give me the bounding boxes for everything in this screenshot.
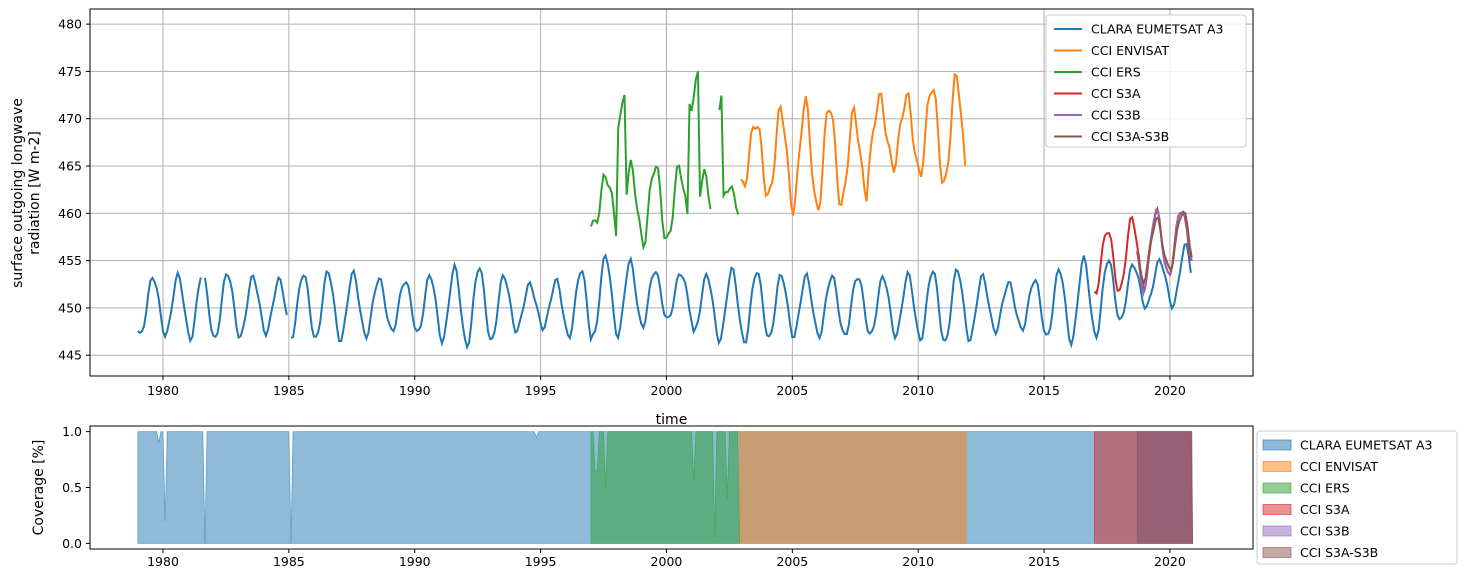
y-tick-label: 455 <box>58 253 82 268</box>
legend-swatch <box>1262 461 1292 472</box>
y-tick-label: 465 <box>58 159 82 174</box>
top-panel: 1980 1985 1990 1995 2000 2005 2010 2015 2020 445 4… <box>10 8 1254 428</box>
coverage-area <box>590 431 740 544</box>
legend-label: CCI ERS <box>1091 65 1141 80</box>
coverage-area <box>1136 431 1193 544</box>
legend-label: CCI ENVISAT <box>1091 43 1169 58</box>
legend-swatch <box>1262 504 1292 515</box>
y-tick-label: 0.5 <box>62 480 82 495</box>
x-tick-label: 1990 <box>399 383 431 398</box>
x-tick-label: 2005 <box>776 383 808 398</box>
x-tick-label: 1985 <box>273 383 305 398</box>
x-tick-label: 1995 <box>525 383 557 398</box>
y-tick-label: 480 <box>58 17 82 32</box>
legend-label: CLARA EUMETSAT A3 <box>1091 22 1223 37</box>
x-tick-label: 2010 <box>902 383 934 398</box>
y-tick-label: 445 <box>58 348 82 363</box>
y-axis-label-line2: radiation [W m-2] <box>27 131 43 255</box>
y-tick-label: 0.0 <box>62 536 82 551</box>
legend-swatch <box>1262 547 1292 558</box>
series-line <box>204 272 288 340</box>
x-tick-label: 2020 <box>1154 383 1186 398</box>
legend-label: CCI S3B <box>1091 108 1141 123</box>
legend-swatch <box>1262 439 1292 451</box>
x-axis-label: time <box>656 412 688 428</box>
legend-label: CCI ENVISAT <box>1300 459 1378 474</box>
plot-frame <box>89 8 1254 377</box>
x-tick-label: 2010 <box>902 554 934 569</box>
y-axis-label: Coverage [%] <box>31 440 47 536</box>
x-tick-label: 1980 <box>147 383 179 398</box>
y-tick-label: 470 <box>58 111 82 126</box>
x-tick-label: 1985 <box>273 554 305 569</box>
series-line <box>718 95 740 215</box>
coverage-area <box>739 431 967 544</box>
y-tick-label: 475 <box>58 64 82 79</box>
series-line <box>740 72 967 216</box>
x-tick-label: 2000 <box>651 383 683 398</box>
legend-label: CCI ERS <box>1300 481 1350 496</box>
x-tick-label: 2000 <box>651 554 683 569</box>
x-tick-label: 1990 <box>399 554 431 569</box>
x-tick-label: 2015 <box>1028 554 1060 569</box>
x-tick-label: 2020 <box>1154 554 1186 569</box>
legend-label: CCI S3A-S3B <box>1300 545 1378 560</box>
legend-label: CCI S3A <box>1091 86 1141 101</box>
series-line <box>1136 210 1193 287</box>
x-tick-label: 2015 <box>1028 383 1060 398</box>
y-axis-label-line1: surface outgoing longwave <box>10 98 26 288</box>
legend-swatch <box>1262 482 1292 494</box>
legend-label: CCI S3B <box>1300 524 1350 539</box>
x-tick-label: 1995 <box>525 554 557 569</box>
legend-box <box>1256 430 1458 565</box>
coverage-panel: 0.0 0.5 1.0 1980 1985 1990 1995 2000 2005 2010 201… <box>31 424 1458 569</box>
series-line <box>290 242 1192 351</box>
plot-frame <box>89 425 1254 550</box>
series-line <box>590 71 712 252</box>
legend-box <box>1045 14 1247 148</box>
legend-swatch <box>1262 525 1292 537</box>
legend-label: CCI S3A <box>1300 502 1350 517</box>
y-tick-label: 450 <box>58 300 82 315</box>
legend-label: CCI S3A-S3B <box>1091 129 1169 144</box>
series-line <box>137 269 202 344</box>
legend-label: CLARA EUMETSAT A3 <box>1300 438 1432 453</box>
y-tick-label: 460 <box>58 206 82 221</box>
x-tick-label: 2005 <box>776 554 808 569</box>
x-tick-label: 1980 <box>147 554 179 569</box>
y-tick-label: 1.0 <box>62 424 82 439</box>
